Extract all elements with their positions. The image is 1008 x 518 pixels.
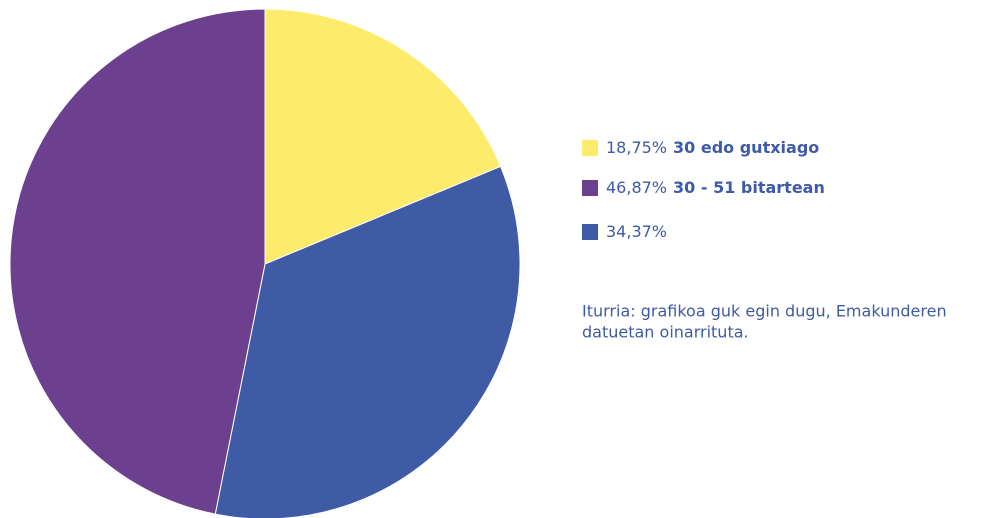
legend-value: 34,37% — [606, 222, 667, 241]
legend-swatch — [582, 224, 598, 240]
legend-label: 46,87% 30 - 51 bitartean — [606, 178, 825, 197]
legend-swatch — [582, 140, 598, 156]
pie-slice — [264, 8, 502, 265]
legend-label: 18,75% 30 edo gutxiago — [606, 138, 819, 157]
legend-label: 34,37% — [606, 222, 667, 241]
legend-swatch — [582, 180, 598, 196]
legend-value: 46,87% — [606, 178, 667, 197]
legend-name: 30 edo gutxiago — [673, 138, 819, 157]
source-line: Iturria: grafikoa guk egin dugu, Emakund… — [582, 302, 947, 321]
pie-slice — [9, 8, 266, 515]
source-line: datuetan oinarrituta. — [582, 323, 749, 342]
legend-name: 30 - 51 bitartean — [673, 178, 825, 197]
legend-value: 18,75% — [606, 138, 667, 157]
